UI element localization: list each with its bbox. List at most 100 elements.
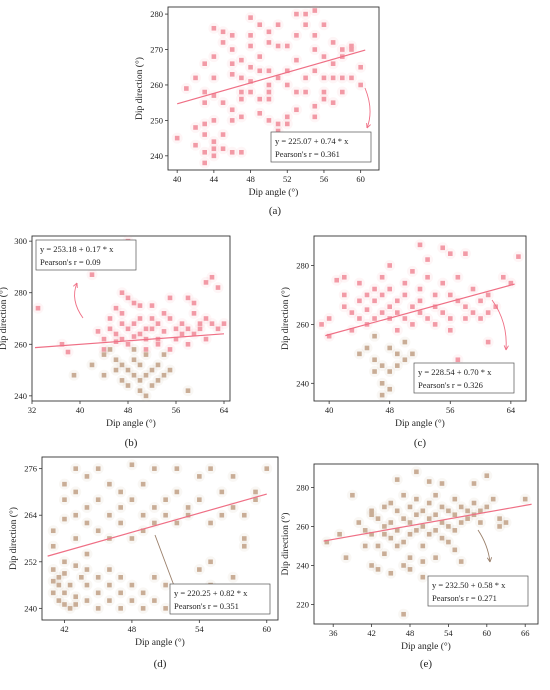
data-point <box>357 316 362 321</box>
data-point <box>113 367 119 373</box>
y-axis-label: Dip direction (°) <box>280 287 291 350</box>
data-point <box>163 582 168 588</box>
data-point <box>125 383 131 388</box>
data-point <box>184 86 189 91</box>
data-point <box>372 298 377 304</box>
data-point <box>167 316 173 321</box>
data-point <box>155 341 161 347</box>
data-point <box>131 357 137 363</box>
data-point <box>161 352 167 357</box>
data-point <box>149 367 155 373</box>
x-tick-label: 60 <box>263 624 272 634</box>
regression-equation: y = 228.54 + 0.70 * x <box>418 367 492 377</box>
data-point <box>143 393 149 399</box>
data-point <box>349 47 354 52</box>
chart-panel-4: 42 48 54 60 240 252 264 276 Dip angle (°) Dip dir… <box>8 456 279 670</box>
data-point <box>62 602 67 607</box>
data-point <box>417 286 423 292</box>
data-point <box>73 602 79 607</box>
data-point <box>493 304 499 310</box>
data-point <box>131 321 137 326</box>
data-point <box>167 347 173 352</box>
data-point <box>387 263 393 268</box>
data-point <box>211 146 217 152</box>
data-point <box>193 75 198 81</box>
data-point <box>350 492 355 498</box>
data-point <box>410 351 415 357</box>
data-point <box>191 331 197 337</box>
data-point <box>137 331 143 337</box>
data-point <box>229 72 235 77</box>
data-point <box>382 524 387 529</box>
data-point <box>149 326 155 332</box>
data-point <box>155 321 161 326</box>
data-point <box>50 590 56 596</box>
data-point <box>220 132 226 137</box>
panel-label: (e) <box>420 658 433 670</box>
data-point <box>208 559 213 565</box>
data-point <box>137 388 143 393</box>
data-point <box>197 326 203 332</box>
data-point <box>84 567 90 572</box>
data-point <box>340 75 345 81</box>
data-point <box>71 372 77 378</box>
data-point <box>420 574 426 580</box>
data-point <box>294 89 299 95</box>
data-point <box>163 512 168 518</box>
data-point <box>312 103 318 109</box>
data-point <box>401 516 406 521</box>
data-point <box>401 563 406 568</box>
data-point <box>73 594 79 600</box>
data-point <box>131 300 137 306</box>
data-point <box>211 25 217 31</box>
data-point <box>369 563 374 568</box>
y-tick-label: 264 <box>24 510 38 520</box>
regression-line <box>325 283 515 337</box>
data-point <box>174 135 180 141</box>
data-point <box>211 54 217 59</box>
data-point <box>118 590 123 596</box>
data-point <box>84 551 90 557</box>
data-point <box>455 298 461 304</box>
y-tick-label: 280 <box>150 9 163 19</box>
data-point <box>219 512 225 518</box>
x-tick-label: 48 <box>124 405 133 415</box>
pearson-coefficient: Pearson's r = 0.361 <box>275 149 340 159</box>
y-tick-label: 260 <box>150 80 163 90</box>
data-point <box>484 504 490 510</box>
data-point <box>211 139 217 144</box>
data-point <box>334 277 340 283</box>
x-tick-label: 64 <box>220 405 229 415</box>
data-point <box>294 107 299 113</box>
regression-line <box>177 49 366 105</box>
x-tick-label: 48 <box>128 624 137 634</box>
data-point <box>211 153 217 159</box>
data-point <box>284 43 290 49</box>
data-point <box>56 575 62 580</box>
data-point <box>321 75 327 81</box>
data-point <box>312 33 318 38</box>
x-tick-label: 42 <box>60 624 69 634</box>
data-point <box>402 339 408 345</box>
data-point <box>375 516 381 521</box>
data-point <box>62 571 67 576</box>
data-point <box>230 505 236 510</box>
data-point <box>202 121 207 127</box>
data-point <box>73 536 79 541</box>
data-point <box>95 606 101 611</box>
data-point <box>266 40 272 45</box>
data-point <box>478 508 483 514</box>
data-point <box>387 286 393 292</box>
data-point <box>197 567 202 572</box>
regression-equation: y = 232.50 + 0.58 * x <box>432 580 506 590</box>
data-point <box>239 75 244 81</box>
data-point <box>107 347 113 352</box>
data-point <box>140 590 146 596</box>
data-point <box>220 29 226 35</box>
data-point <box>129 536 135 541</box>
data-point <box>303 22 308 28</box>
data-point <box>143 347 149 352</box>
data-point <box>113 357 119 363</box>
data-point <box>241 512 247 518</box>
data-point <box>229 118 235 123</box>
